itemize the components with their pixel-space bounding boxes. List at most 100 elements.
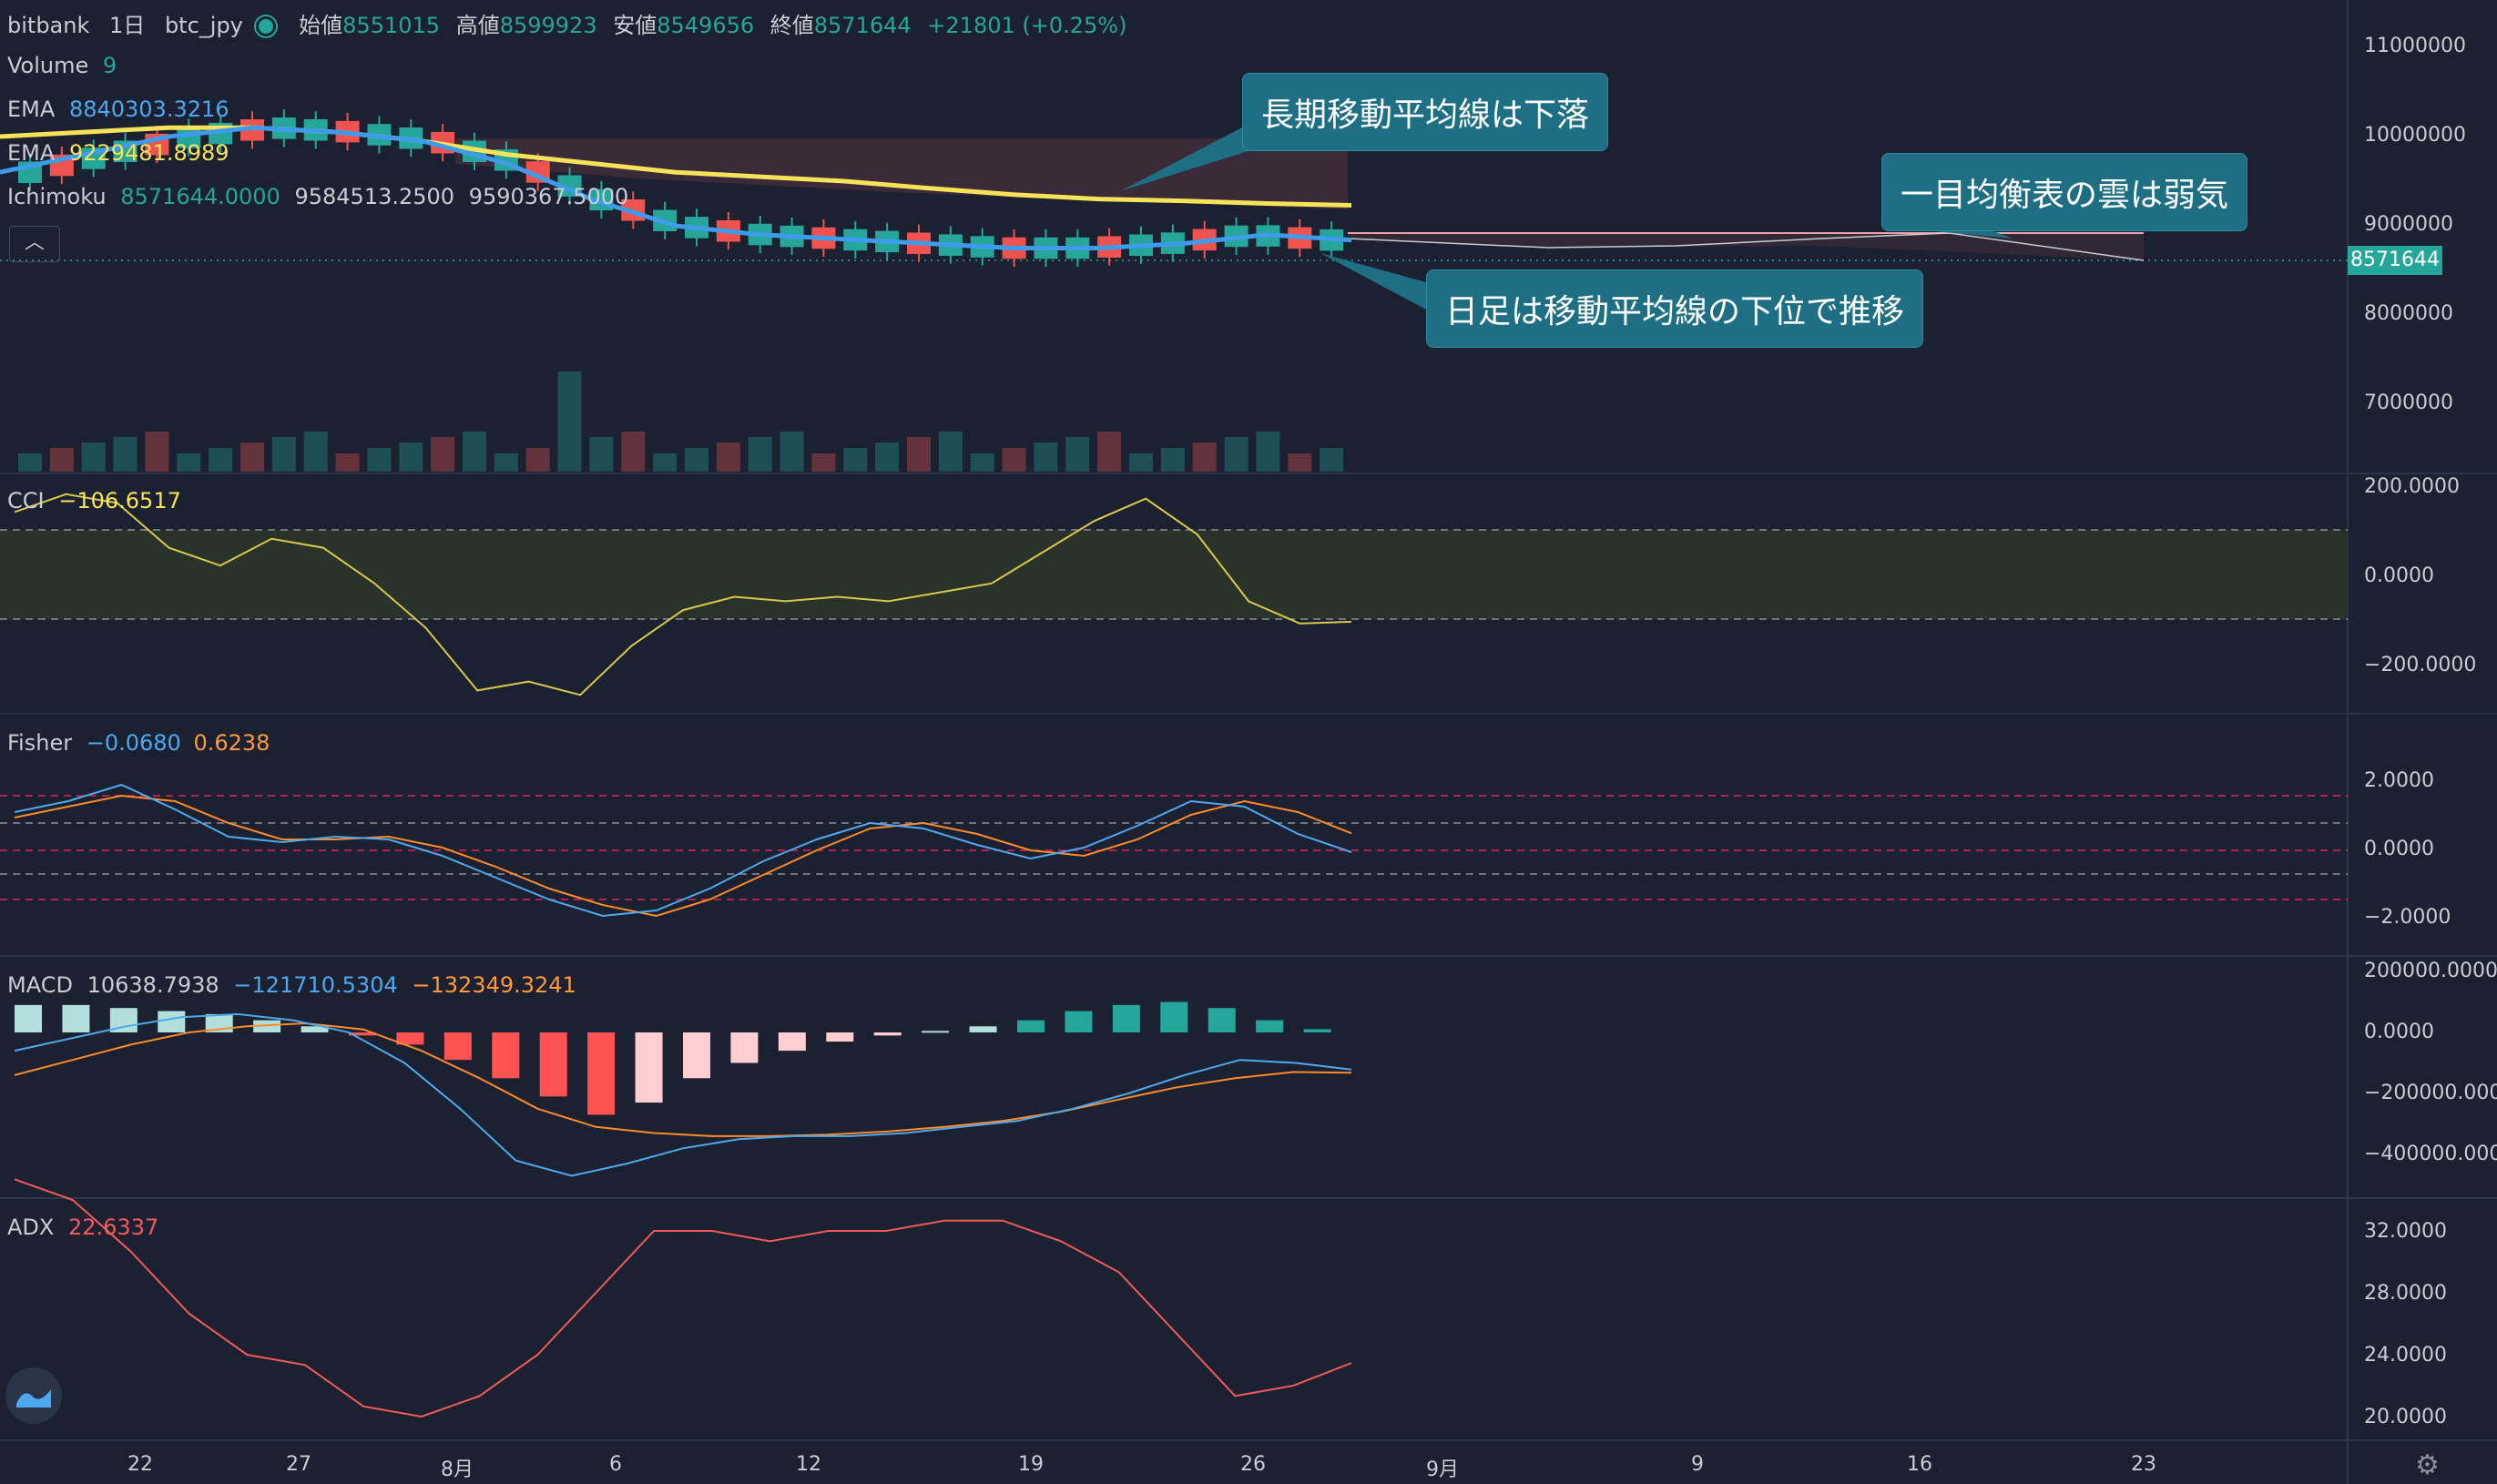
adx-name: ADX <box>7 1215 55 1240</box>
date-axis-label: 9月 <box>1426 1459 1459 1481</box>
cci-axis-label: −200.0000 <box>2364 654 2477 676</box>
volume-bar <box>303 432 328 472</box>
volume-legend[interactable]: Volume 9 <box>7 53 117 78</box>
high-label: 高値 <box>455 13 500 38</box>
last-price-tag: 8571644 <box>2348 246 2442 275</box>
macd-signal-line <box>14 1022 1352 1137</box>
volume-bar <box>399 442 423 472</box>
fisher-legend[interactable]: Fisher −0.0680 0.6238 <box>7 730 270 756</box>
volume-bar <box>780 432 804 472</box>
adx-axis-label: 28.0000 <box>2364 1282 2447 1305</box>
macd-value-2: −121710.5304 <box>233 972 398 998</box>
volume-bar <box>1320 448 1344 472</box>
volume-bar <box>1002 448 1026 472</box>
volume-bar <box>81 442 106 472</box>
high-value: 8599923 <box>499 13 597 38</box>
date-axis-label: 22 <box>127 1453 153 1476</box>
volume-bar <box>240 442 264 472</box>
interval-label[interactable]: 1日 <box>109 13 146 38</box>
ema-fast-line <box>0 125 1352 250</box>
adx-legend[interactable]: ADX 22.6337 <box>7 1215 158 1240</box>
open-value: 8551015 <box>342 13 441 38</box>
ema-fast-legend[interactable]: EMA 8840303.3216 <box>7 97 229 122</box>
ichimoku-value-1: 8571644.0000 <box>120 184 280 209</box>
macd-hist-bar <box>1017 1020 1045 1032</box>
header-legend: bitbank 1日 btc_jpy 始値8551015 高値8599923 安… <box>7 7 1126 39</box>
ema-slow-line <box>0 125 1352 208</box>
collapse-legend-button[interactable]: ︿ <box>9 226 60 262</box>
logo-glyph <box>16 1389 51 1408</box>
callout-ichimoku-weak[interactable]: 一目均衡表の雲は弱気 <box>1881 153 2248 231</box>
ichimoku-legend[interactable]: Ichimoku 8571644.0000 9584513.2500 95903… <box>7 184 628 209</box>
macd-hist-bar <box>778 1032 806 1052</box>
fisher-main-line <box>14 783 1352 918</box>
date-axis-label: 16 <box>1907 1453 1932 1476</box>
adx-axis-label: 20.0000 <box>2364 1406 2447 1428</box>
tradingview-logo-icon[interactable] <box>5 1367 62 1424</box>
low-value: 8549656 <box>657 13 755 38</box>
volume-bar <box>1034 442 1058 472</box>
cci-line <box>14 493 1352 696</box>
adx-axis-label: 24.0000 <box>2364 1344 2447 1367</box>
close-value: 8571644 <box>813 13 912 38</box>
macd-hist-bar <box>1303 1029 1331 1032</box>
close-label: 終値 <box>769 13 814 38</box>
volume-bar <box>463 432 486 472</box>
symbol-label[interactable]: btc_jpy <box>164 13 243 38</box>
volume-bar <box>1065 437 1090 472</box>
macd-hist-bar <box>158 1011 186 1032</box>
macd-hist-bar <box>62 1004 90 1032</box>
volume-bar <box>653 453 678 472</box>
price-axis-label: 11000000 <box>2364 35 2466 57</box>
date-axis-label: 9 <box>1691 1453 1704 1476</box>
macd-legend[interactable]: MACD 10638.7938 −121710.5304 −132349.324… <box>7 972 576 998</box>
volume-bar <box>49 448 74 472</box>
macd-axis-label: −200000.0000 <box>2364 1082 2497 1104</box>
volume-bar <box>1097 432 1122 472</box>
ema-slow-name: EMA <box>7 140 56 166</box>
macd-hist-bar <box>730 1032 759 1063</box>
macd-hist-bar <box>1160 1001 1188 1032</box>
macd-hist-bar <box>587 1032 616 1115</box>
macd-hist-bar <box>826 1032 854 1042</box>
date-axis-label: 6 <box>609 1453 622 1476</box>
gear-icon[interactable]: ⚙ <box>2415 1449 2440 1481</box>
date-axis-label: 27 <box>286 1453 311 1476</box>
low-label: 安値 <box>613 13 657 38</box>
macd-hist-bar <box>969 1026 997 1032</box>
macd-hist-bar <box>1112 1004 1140 1032</box>
date-axis-label: 8月 <box>441 1459 474 1481</box>
macd-axis-label: −400000.0000 <box>2364 1143 2497 1165</box>
adx-axis-label: 32.0000 <box>2364 1220 2447 1243</box>
cci-name: CCI <box>7 488 45 513</box>
macd-name: MACD <box>7 972 73 998</box>
macd-hist-bar <box>635 1032 663 1103</box>
callout-daily-below[interactable]: 日足は移動平均線の下位で推移 <box>1426 269 1924 348</box>
macd-hist-bar <box>539 1032 567 1097</box>
macd-hist-bar <box>253 1020 281 1032</box>
volume-bar <box>18 453 42 472</box>
volume-bar <box>525 448 550 472</box>
volume-bar <box>843 448 868 472</box>
open-label: 始値 <box>299 13 343 38</box>
macd-hist-bar <box>1256 1020 1284 1032</box>
volume-bar <box>271 437 296 472</box>
ema-fast-value: 8840303.3216 <box>68 97 229 122</box>
ema-slow-legend[interactable]: EMA 9229481.8989 <box>7 140 229 166</box>
macd-axis-label: 0.0000 <box>2364 1021 2434 1043</box>
date-axis-label: 23 <box>2131 1453 2156 1476</box>
volume-bar <box>907 437 931 472</box>
ichimoku-value-2: 9584513.2500 <box>294 184 455 209</box>
callout-ma-down[interactable]: 長期移動平均線は下落 <box>1242 73 1609 151</box>
price-axis-label: 10000000 <box>2364 124 2466 147</box>
macd-hist-bar <box>683 1032 710 1079</box>
ichimoku-name: Ichimoku <box>7 184 107 209</box>
volume-bar <box>494 453 518 472</box>
cci-legend[interactable]: CCI −106.6517 <box>7 488 181 513</box>
macd-axis-label: 200000.0000 <box>2364 960 2497 982</box>
macd-hist-bar <box>1208 1008 1236 1032</box>
price-axis-label: 7000000 <box>2364 391 2453 414</box>
volume-name: Volume <box>7 53 89 78</box>
macd-hist-bar <box>443 1032 472 1061</box>
